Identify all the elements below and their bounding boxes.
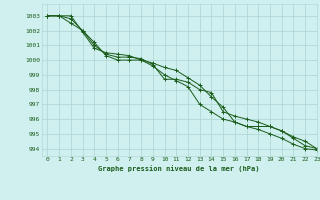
X-axis label: Graphe pression niveau de la mer (hPa): Graphe pression niveau de la mer (hPa) (99, 165, 260, 172)
